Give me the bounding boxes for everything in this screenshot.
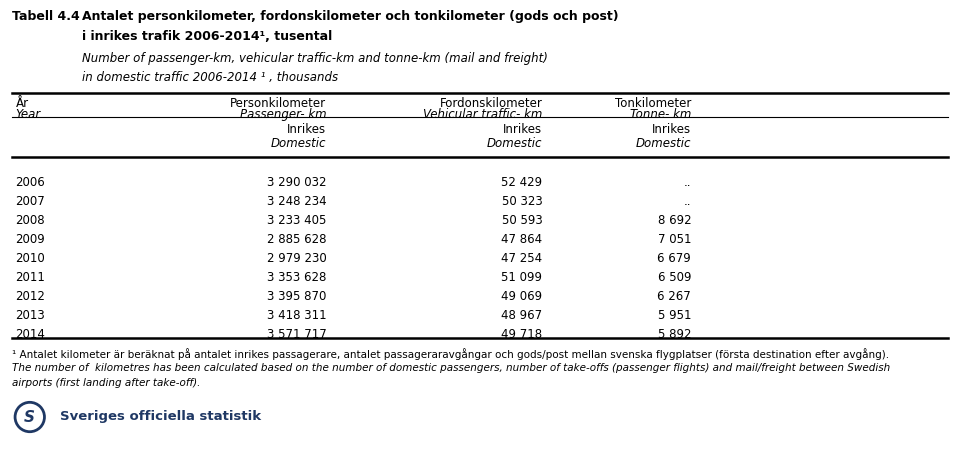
Text: 8 692: 8 692 xyxy=(658,214,691,227)
Text: 3 395 870: 3 395 870 xyxy=(267,290,326,303)
Text: 51 099: 51 099 xyxy=(501,271,542,284)
Text: 3 248 234: 3 248 234 xyxy=(267,195,326,208)
Text: Tabell 4.4: Tabell 4.4 xyxy=(12,10,80,23)
Text: 2006: 2006 xyxy=(15,176,45,189)
Text: 50 593: 50 593 xyxy=(502,214,542,227)
Text: Inrikes: Inrikes xyxy=(287,123,326,136)
Text: Fordonskilometer: Fordonskilometer xyxy=(440,97,542,110)
Text: 49 718: 49 718 xyxy=(501,328,542,341)
Text: ¹ Antalet kilometer är beräknat på antalet inrikes passagerare, antalet passager: ¹ Antalet kilometer är beräknat på antal… xyxy=(12,348,889,360)
Text: 47 254: 47 254 xyxy=(501,252,542,265)
Text: 47 864: 47 864 xyxy=(501,233,542,246)
Text: 3 571 717: 3 571 717 xyxy=(267,328,326,341)
Text: År: År xyxy=(15,97,29,110)
Text: 2009: 2009 xyxy=(15,233,45,246)
Text: 6 509: 6 509 xyxy=(658,271,691,284)
Text: airports (first landing after take-off).: airports (first landing after take-off). xyxy=(12,378,200,388)
Text: 2010: 2010 xyxy=(15,252,45,265)
Text: 2007: 2007 xyxy=(15,195,45,208)
Text: 3 290 032: 3 290 032 xyxy=(267,176,326,189)
Text: 5 951: 5 951 xyxy=(658,309,691,322)
Text: ..: .. xyxy=(684,195,691,208)
Text: Domestic: Domestic xyxy=(487,137,542,150)
Text: Vehicular traffic- km: Vehicular traffic- km xyxy=(423,108,542,121)
Text: Inrikes: Inrikes xyxy=(503,123,542,136)
Text: Tonne- km: Tonne- km xyxy=(630,108,691,121)
Text: in domestic traffic 2006-2014 ¹ , thousands: in domestic traffic 2006-2014 ¹ , thousa… xyxy=(82,71,338,84)
Text: Domestic: Domestic xyxy=(271,137,326,150)
Text: Inrikes: Inrikes xyxy=(652,123,691,136)
Text: 7 051: 7 051 xyxy=(658,233,691,246)
Text: 3 353 628: 3 353 628 xyxy=(267,271,326,284)
Text: Antalet personkilometer, fordonskilometer och tonkilometer (gods och post): Antalet personkilometer, fordonskilomete… xyxy=(82,10,618,23)
Text: 2008: 2008 xyxy=(15,214,45,227)
Text: 3 418 311: 3 418 311 xyxy=(267,309,326,322)
Text: 2 885 628: 2 885 628 xyxy=(267,233,326,246)
Text: Year: Year xyxy=(15,108,40,121)
Text: 50 323: 50 323 xyxy=(502,195,542,208)
Text: 52 429: 52 429 xyxy=(501,176,542,189)
Text: Tonkilometer: Tonkilometer xyxy=(614,97,691,110)
Text: 5 892: 5 892 xyxy=(658,328,691,341)
Text: 2013: 2013 xyxy=(15,309,45,322)
Text: 48 967: 48 967 xyxy=(501,309,542,322)
Text: 2 979 230: 2 979 230 xyxy=(267,252,326,265)
Text: Domestic: Domestic xyxy=(636,137,691,150)
Text: 2014: 2014 xyxy=(15,328,45,341)
Text: ..: .. xyxy=(684,176,691,189)
Text: 2012: 2012 xyxy=(15,290,45,303)
Text: 3 233 405: 3 233 405 xyxy=(267,214,326,227)
Text: 49 069: 49 069 xyxy=(501,290,542,303)
Text: i inrikes trafik 2006-2014¹, tusental: i inrikes trafik 2006-2014¹, tusental xyxy=(82,30,332,43)
Text: Personkilometer: Personkilometer xyxy=(230,97,326,110)
Text: Number of passenger-km, vehicular traffic-km and tonne-km (mail and freight): Number of passenger-km, vehicular traffi… xyxy=(82,52,547,65)
Text: Sveriges officiella statistik: Sveriges officiella statistik xyxy=(60,410,261,423)
Text: 2011: 2011 xyxy=(15,271,45,284)
Text: Passenger- km: Passenger- km xyxy=(240,108,326,121)
Text: The number of  kilometres has been calculated based on the number of domestic pa: The number of kilometres has been calcul… xyxy=(12,363,890,373)
Text: S: S xyxy=(24,409,36,425)
Text: 6 267: 6 267 xyxy=(658,290,691,303)
Text: 6 679: 6 679 xyxy=(658,252,691,265)
